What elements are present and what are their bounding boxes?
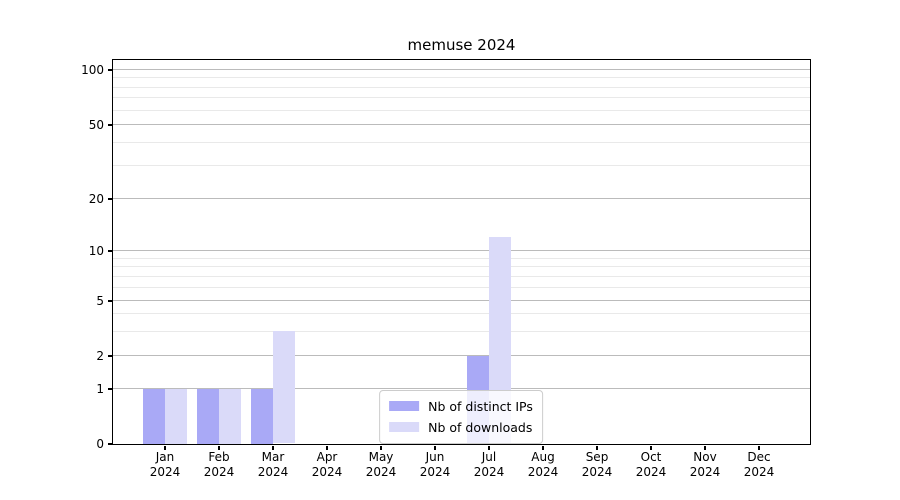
x-tick-label-dec: Dec 2024 — [732, 450, 786, 480]
y-tick-mark-1 — [107, 388, 112, 390]
x-tick-year-nov: 2024 — [689, 465, 721, 479]
y-tick-mark-5 — [107, 300, 112, 302]
gridline-minor-4 — [112, 313, 810, 315]
x-tick-mark-dec — [758, 445, 760, 450]
x-tick-year-dec: 2024 — [743, 465, 775, 479]
legend-label-distinct-ips: Nb of distinct IPs — [428, 398, 533, 414]
gridline-minor-70 — [112, 97, 810, 99]
gridline-minor-7 — [112, 275, 810, 277]
plot-area: Nb of distinct IPs Nb of downloads — [111, 58, 811, 445]
bar-nb-of-downloads-feb — [218, 388, 241, 444]
x-tick-label-sep: Sep 2024 — [570, 450, 624, 480]
bar-nb-of-distinct-ips-mar — [250, 388, 273, 444]
y-tick-label-0: 0 — [96, 437, 104, 451]
x-tick-year-sep: 2024 — [581, 465, 613, 479]
y-tick-mark-0 — [107, 443, 112, 445]
x-tick-mark-jan — [164, 445, 166, 450]
bar-nb-of-distinct-ips-jan — [142, 388, 165, 444]
x-tick-year-jan: 2024 — [149, 465, 181, 479]
x-tick-label-feb: Feb 2024 — [192, 450, 246, 480]
x-tick-label-mar: Mar 2024 — [246, 450, 300, 480]
x-tick-label-may: May 2024 — [354, 450, 408, 480]
gridline-minor-8 — [112, 266, 810, 268]
legend-swatch-distinct-ips — [389, 401, 420, 411]
gridline-major-100 — [112, 69, 810, 70]
legend: Nb of distinct IPs Nb of downloads — [379, 389, 543, 444]
y-tick-label-20: 20 — [88, 192, 104, 206]
y-tick-mark-2 — [107, 355, 112, 357]
gridline-minor-90 — [112, 77, 810, 79]
x-tick-month-apr: Apr — [316, 450, 338, 464]
gridline-minor-6 — [112, 286, 810, 288]
gridline-minor-3 — [112, 330, 810, 332]
x-tick-month-aug: Aug — [531, 450, 555, 464]
x-tick-year-apr: 2024 — [311, 465, 343, 479]
y-tick-mark-10 — [107, 250, 112, 252]
x-tick-year-feb: 2024 — [203, 465, 235, 479]
x-tick-year-mar: 2024 — [257, 465, 289, 479]
x-tick-month-may: May — [368, 450, 394, 464]
x-tick-month-jul: Jul — [481, 450, 497, 464]
x-tick-year-oct: 2024 — [635, 465, 667, 479]
gridline-minor-80 — [112, 86, 810, 88]
gridline-minor-30 — [112, 165, 810, 167]
y-tick-mark-20 — [107, 198, 112, 200]
x-tick-month-jun: Jun — [425, 450, 445, 464]
x-tick-mark-oct — [650, 445, 652, 450]
x-tick-mark-may — [380, 445, 382, 450]
x-tick-label-oct: Oct 2024 — [624, 450, 678, 480]
gridline-minor-60 — [112, 109, 810, 111]
x-tick-year-jul: 2024 — [473, 465, 505, 479]
x-tick-label-jan: Jan 2024 — [138, 450, 192, 480]
bar-nb-of-downloads-jan — [164, 388, 187, 444]
x-tick-month-sep: Sep — [585, 450, 609, 464]
gridline-major-5 — [112, 300, 810, 301]
x-tick-mark-sep — [596, 445, 598, 450]
legend-item-distinct-ips: Nb of distinct IPs — [389, 396, 533, 417]
y-tick-label-50: 50 — [88, 118, 104, 132]
gridline-minor-9 — [112, 257, 810, 259]
x-tick-mark-nov — [704, 445, 706, 450]
y-tick-label-5: 5 — [96, 294, 104, 308]
x-tick-mark-jul — [488, 445, 490, 450]
x-tick-label-jul: Jul 2024 — [462, 450, 516, 480]
legend-item-downloads: Nb of downloads — [389, 417, 533, 438]
gridline-major-50 — [112, 124, 810, 125]
x-tick-mark-jun — [434, 445, 436, 450]
x-tick-label-nov: Nov 2024 — [678, 450, 732, 480]
x-tick-label-jun: Jun 2024 — [408, 450, 462, 480]
y-tick-mark-50 — [107, 124, 112, 126]
x-tick-year-jun: 2024 — [419, 465, 451, 479]
x-tick-month-jan: Jan — [155, 450, 175, 464]
x-tick-month-feb: Feb — [208, 450, 230, 464]
gridline-major-10 — [112, 250, 810, 251]
gridline-minor-40 — [112, 142, 810, 144]
y-tick-label-10: 10 — [88, 244, 104, 258]
bar-nb-of-distinct-ips-feb — [196, 388, 219, 444]
y-tick-label-100: 100 — [81, 63, 104, 77]
y-tick-label-1: 1 — [96, 382, 104, 396]
x-tick-mark-apr — [326, 445, 328, 450]
gridline-major-1 — [112, 388, 810, 389]
x-tick-month-mar: Mar — [261, 450, 285, 464]
x-tick-year-may: 2024 — [365, 465, 397, 479]
x-tick-mark-mar — [272, 445, 274, 450]
x-tick-month-oct: Oct — [640, 450, 662, 464]
gridline-major-2 — [112, 355, 810, 356]
x-tick-label-apr: Apr 2024 — [300, 450, 354, 480]
x-tick-mark-feb — [218, 445, 220, 450]
x-tick-month-dec: Dec — [747, 450, 771, 464]
y-tick-label-2: 2 — [96, 349, 104, 363]
legend-label-downloads: Nb of downloads — [428, 419, 533, 435]
x-tick-year-aug: 2024 — [527, 465, 559, 479]
chart-title: memuse 2024 — [407, 36, 516, 54]
x-tick-mark-aug — [542, 445, 544, 450]
bar-nb-of-downloads-mar — [272, 331, 295, 444]
legend-swatch-downloads — [389, 422, 420, 432]
x-tick-label-aug: Aug 2024 — [516, 450, 570, 480]
gridline-major-20 — [112, 198, 810, 199]
x-tick-month-nov: Nov — [693, 450, 717, 464]
y-tick-mark-100 — [107, 69, 112, 71]
